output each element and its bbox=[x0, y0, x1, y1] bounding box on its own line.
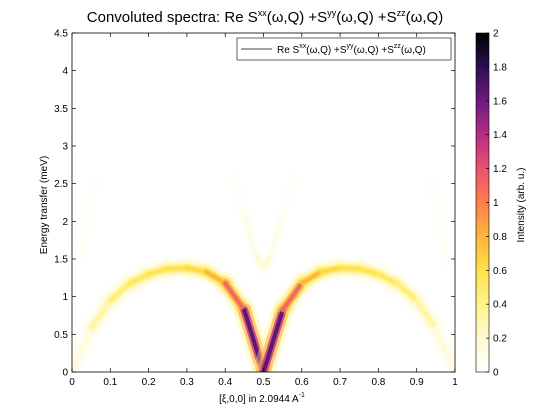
intensity-segment bbox=[254, 253, 265, 270]
y-tick-label: 2.5 bbox=[54, 179, 68, 190]
x-axis-ticks: 0 0.1 0.2 0.3 0.4 0.5 0.6 0.7 0.8 0.9 1 bbox=[69, 33, 458, 388]
y-tick-label: 4 bbox=[62, 66, 68, 77]
intensity-segment bbox=[85, 182, 97, 219]
intensity-segment bbox=[299, 269, 323, 286]
y-tick-label: 3.5 bbox=[54, 104, 68, 115]
colorbar-ticks: 0 0.2 0.4 0.6 0.8 1 1.2 1.4 1.6 1.8 2 bbox=[486, 29, 507, 379]
colorbar-tick-label: 1.4 bbox=[493, 130, 507, 141]
x-tick-label: 0.5 bbox=[257, 377, 271, 388]
y-tick-label: 3 bbox=[62, 142, 68, 153]
legend: Re Sxx(ω,Q) +Syy(ω,Q) +Szz(ω,Q) bbox=[236, 37, 452, 61]
y-tick-label: 0 bbox=[62, 368, 68, 379]
intensity-segment bbox=[338, 266, 362, 271]
colorbar-tick-label: 2 bbox=[493, 29, 499, 40]
legend-box bbox=[236, 37, 452, 61]
y-axis-ticks: 0 0.5 1 1.5 2 2.5 3 3.5 4 4.5 bbox=[54, 29, 455, 379]
y-tick-label: 0.5 bbox=[54, 330, 68, 341]
y-tick-label: 2 bbox=[62, 217, 68, 228]
colorbar-tick-label: 0 bbox=[493, 368, 499, 379]
intensity-segment bbox=[318, 266, 343, 274]
colorbar-tick-label: 0.4 bbox=[493, 300, 507, 311]
dispersion-branch bbox=[252, 257, 455, 372]
x-tick-label: 0.2 bbox=[142, 377, 156, 388]
intensity-segment bbox=[433, 326, 455, 372]
dispersion-branch bbox=[72, 257, 275, 372]
x-tick-label: 0.6 bbox=[295, 377, 309, 388]
intensity-segment bbox=[127, 272, 151, 286]
intensity-segment bbox=[231, 176, 246, 216]
intensity-segment bbox=[223, 281, 247, 313]
colorbar-tick-label: 0.8 bbox=[493, 232, 507, 243]
intensity-segment bbox=[262, 253, 273, 270]
dispersion-branch bbox=[225, 169, 302, 276]
colorbar-label: Intensity (arb. u.) bbox=[516, 167, 527, 242]
legend-label: Re Sxx(ω,Q) +Syy(ω,Q) +Szz(ω,Q) bbox=[277, 43, 426, 56]
x-tick-label: 0.1 bbox=[103, 377, 117, 388]
y-tick-label: 1 bbox=[62, 292, 68, 303]
intensity-segment bbox=[422, 176, 434, 186]
x-tick-label: 0.7 bbox=[333, 377, 347, 388]
intensity-segment bbox=[146, 266, 170, 277]
dispersion-branch bbox=[416, 169, 455, 271]
colorbar-tick-label: 1 bbox=[493, 198, 499, 209]
intensity-segment bbox=[376, 272, 400, 286]
intensity-segment bbox=[261, 308, 285, 372]
x-tick-label: 0.9 bbox=[410, 377, 424, 388]
intensity-segment bbox=[280, 281, 304, 313]
colorbar-tick-label: 1.8 bbox=[493, 62, 507, 73]
y-tick-label: 1.5 bbox=[54, 255, 68, 266]
intensity-segment bbox=[184, 266, 209, 274]
intensity-segment bbox=[204, 269, 228, 286]
chart-title: Convoluted spectra: Re Sxx(ω,Q) +Syy(ω,Q… bbox=[87, 8, 443, 26]
x-tick-label: 0.8 bbox=[371, 377, 385, 388]
dispersion-branch bbox=[72, 169, 111, 271]
intensity-segment bbox=[89, 298, 113, 331]
colorbar-tick-label: 0.6 bbox=[493, 266, 507, 277]
intensity-segment bbox=[357, 266, 381, 277]
colorbar-tick-label: 1.6 bbox=[493, 96, 507, 107]
x-tick-label: 0 bbox=[69, 377, 75, 388]
intensity-segment bbox=[93, 176, 105, 186]
intensity-segment bbox=[414, 298, 438, 331]
x-tick-label: 0.3 bbox=[180, 377, 194, 388]
intensity-segment bbox=[242, 212, 258, 257]
plot-frame bbox=[71, 32, 456, 373]
intensity-segment bbox=[281, 176, 296, 216]
intensity-segment bbox=[395, 281, 419, 303]
heatmap-layer bbox=[72, 169, 455, 372]
y-tick-label: 4.5 bbox=[54, 29, 68, 40]
intensity-segment bbox=[438, 216, 449, 265]
intensity-segment bbox=[165, 266, 189, 271]
intensity-segment bbox=[72, 326, 94, 372]
intensity-segment bbox=[269, 212, 285, 257]
intensity-segment bbox=[108, 281, 132, 303]
x-tick-label: 0.4 bbox=[218, 377, 232, 388]
intensity-segment bbox=[78, 216, 89, 265]
x-tick-label: 1 bbox=[452, 377, 458, 388]
y-axis-label: Energy transfer (meV) bbox=[39, 156, 50, 254]
colorbar-tick-label: 0.2 bbox=[493, 334, 507, 345]
intensity-segment bbox=[430, 182, 442, 219]
plot-area bbox=[72, 33, 455, 372]
colorbar-tick-label: 1.2 bbox=[493, 164, 507, 175]
x-axis-label: [ξ,0,0] in 2.0944 A-1 bbox=[219, 392, 305, 405]
